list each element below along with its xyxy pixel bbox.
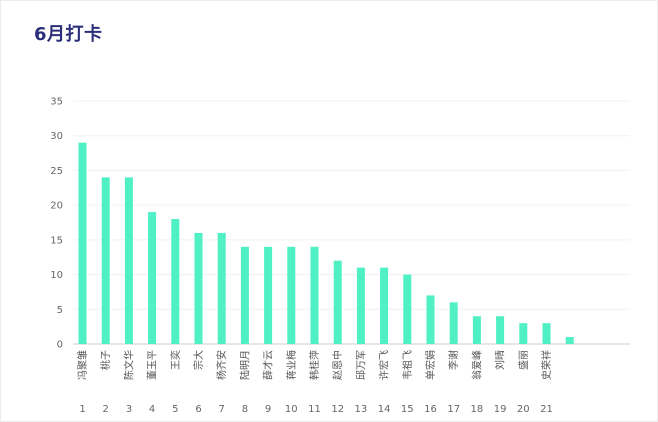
bar — [194, 232, 203, 344]
bar — [472, 316, 481, 344]
rank-label: 14 — [378, 404, 391, 415]
y-tick-label: 0 — [57, 340, 63, 351]
category-label: 韦祖飞 — [401, 350, 414, 380]
y-tick-label: 20 — [50, 201, 63, 212]
category-label: 史荣祥 — [540, 350, 553, 380]
bar — [496, 316, 505, 344]
rank-label: 21 — [540, 404, 553, 415]
y-tick-label: 15 — [50, 235, 63, 246]
rank-label: 1 — [79, 404, 85, 415]
rank-label: 18 — [471, 404, 484, 415]
chart-title: 6月打卡 — [34, 24, 103, 45]
rank-label: 4 — [149, 404, 155, 415]
bar — [565, 337, 574, 344]
bar — [124, 177, 133, 344]
category-label: 赵恩中 — [331, 350, 344, 380]
category-label: 李谢 — [447, 350, 460, 370]
category-label: 单宏娟 — [424, 350, 437, 380]
category-label: 翁爱峰 — [470, 350, 483, 380]
y-axis: 0 5 10 15 20 25 30 35 — [50, 97, 63, 351]
y-tick-label: 10 — [50, 270, 63, 281]
grid-lines — [73, 100, 630, 345]
bars — [78, 142, 574, 344]
bar — [449, 302, 458, 344]
rank-label: 5 — [172, 404, 178, 415]
bar — [264, 246, 273, 344]
y-tick-label: 35 — [50, 97, 63, 108]
rank-label: 6 — [195, 404, 201, 415]
category-label: 薛才云 — [262, 350, 275, 380]
rank-label: 11 — [308, 404, 321, 415]
rank-label: 15 — [401, 404, 414, 415]
y-tick-label: 30 — [50, 131, 63, 142]
category-label: 冯聚雏 — [76, 350, 89, 380]
bar — [101, 177, 110, 344]
rank-label: 2 — [103, 404, 109, 415]
bar — [426, 295, 435, 344]
bar — [403, 274, 412, 344]
rank-label: 19 — [494, 404, 507, 415]
bar — [240, 246, 249, 344]
rank-label: 16 — [424, 404, 437, 415]
category-label: 盛丽 — [517, 350, 530, 370]
category-label: 桃子 — [99, 350, 112, 370]
bar — [380, 267, 389, 344]
category-label: 邱万军 — [354, 350, 367, 380]
category-label: 许宏飞 — [378, 350, 391, 380]
bar — [217, 232, 226, 344]
category-label: 蒋业梅 — [285, 350, 298, 380]
bar — [519, 323, 528, 344]
category-label: 韩桂萍 — [308, 350, 321, 380]
bar — [171, 219, 180, 344]
category-label: 董玉平 — [146, 350, 159, 380]
rank-label: 10 — [285, 404, 298, 415]
bar — [287, 246, 296, 344]
category-label: 陈文华 — [122, 350, 135, 380]
x-axis-labels: 冯聚雏 桃子 陈文华 董玉平 王奕 宗大 杨齐安 陆明月 薛才云 蒋业梅 韩桂萍 赵恩中 邱万军 许宏飞韦… — [76, 350, 553, 380]
bar — [356, 267, 365, 344]
bar — [148, 212, 157, 344]
bar — [78, 142, 87, 344]
rank-label: 8 — [242, 404, 248, 415]
rank-label: 12 — [331, 404, 344, 415]
y-tick-label: 5 — [57, 305, 63, 316]
category-label: 刘晴 — [494, 350, 507, 370]
rank-label: 7 — [219, 404, 225, 415]
rank-label: 20 — [517, 404, 530, 415]
bar — [542, 323, 551, 344]
rank-label: 3 — [126, 404, 132, 415]
category-label: 陆明月 — [238, 350, 251, 380]
bar — [333, 260, 342, 344]
rank-labels: 1 2 3 4 5 6 7 8 9 10 11 12 13 14 15 16 17 18 19 20 21 — [79, 404, 553, 415]
category-label: 宗大 — [192, 350, 205, 370]
category-label: 杨齐安 — [215, 350, 228, 380]
category-label: 王奕 — [169, 350, 182, 370]
y-tick-label: 25 — [50, 166, 63, 177]
bar — [310, 246, 319, 344]
rank-label: 13 — [355, 404, 368, 415]
rank-label: 17 — [447, 404, 460, 415]
rank-label: 9 — [265, 404, 271, 415]
